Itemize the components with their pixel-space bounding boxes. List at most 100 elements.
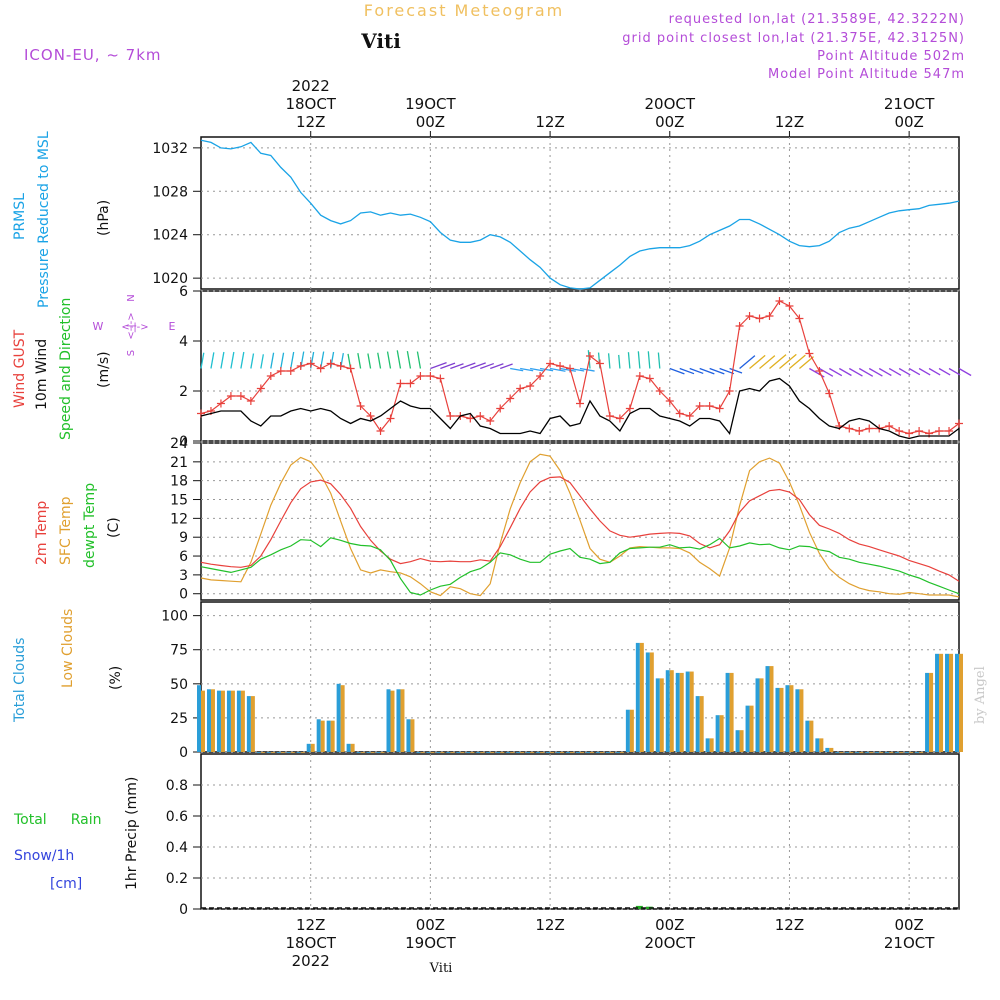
gust-marker: [286, 367, 295, 375]
temp-tick-label: 9: [179, 530, 188, 546]
total-cloud-bar: [645, 652, 650, 752]
low-cloud-bar: [679, 672, 684, 752]
wind-arrow: [848, 367, 863, 377]
gust-marker: [765, 312, 774, 320]
wind-arrow: [749, 354, 766, 369]
gust-marker: [466, 414, 475, 423]
gust-marker: [216, 399, 225, 408]
wind-tick-label: 6: [179, 284, 188, 300]
total-cloud-bar: [815, 738, 820, 752]
clouds-panel-frame: [200, 601, 960, 753]
low-cloud-bar: [859, 752, 864, 753]
low-cloud-bar: [570, 752, 575, 753]
rain-label: Rain: [71, 812, 102, 828]
wind-arrow: [406, 351, 412, 369]
gust-marker: [436, 374, 445, 383]
total-cloud-bar: [306, 743, 311, 752]
gust-marker: [376, 427, 385, 435]
wind-arrow: [539, 367, 554, 372]
total-cloud-bar: [436, 752, 441, 753]
wind-arrow: [739, 355, 756, 369]
gust-marker: [935, 427, 944, 435]
gust-marker: [506, 394, 515, 403]
total-cloud-bar: [855, 752, 860, 753]
top-time-label: 20OCT: [644, 95, 695, 113]
wind-arrow: [799, 356, 814, 369]
total-cloud-bar: [326, 720, 331, 752]
grid-point-coords: grid point closest lon,lat (21.375E, 42.…: [622, 31, 965, 46]
wind-arrow: [430, 362, 447, 370]
total-cloud-bar: [506, 752, 511, 753]
total-cloud-bar: [476, 752, 481, 753]
gust-marker: [745, 312, 754, 320]
low-cloud-bar: [460, 752, 465, 753]
low-cloud-bar: [360, 752, 365, 753]
total-cloud-bar: [825, 747, 830, 752]
precip-axis-label: 1hr Precip (mm): [124, 777, 140, 890]
total-cloud-bar: [556, 752, 561, 753]
low-cloud-bar: [230, 690, 235, 752]
total-cloud-bar: [685, 671, 690, 752]
temp-dewpt-series-line: [200, 537, 960, 596]
gust-marker: [735, 322, 744, 330]
wind-arrow: [938, 367, 951, 376]
low-cloud-bar: [659, 678, 664, 752]
top-time-label: 18OCT: [285, 95, 336, 113]
low-cloud-bar: [560, 752, 565, 753]
low-cloud-bar: [580, 752, 584, 753]
top-time-label: 00Z: [416, 113, 445, 131]
total-cloud-bar: [346, 743, 351, 752]
wind-arrow: [637, 351, 641, 369]
wind-arrow: [230, 351, 235, 369]
low-cloud-bar: [370, 752, 375, 753]
wind-arrow: [858, 367, 874, 377]
temp-tick-label: 18: [170, 474, 188, 490]
compass-e: E: [169, 320, 176, 333]
gust-marker: [655, 387, 664, 395]
rain-bar: [635, 905, 643, 909]
gust-marker: [256, 384, 265, 393]
total-cloud-bar: [286, 752, 291, 753]
low-cloud-bar: [270, 752, 275, 753]
total-cloud-bar: [705, 738, 710, 752]
top-time-label: 12Z: [296, 113, 325, 131]
total-cloud-bar: [206, 689, 211, 752]
total-cloud-bar: [795, 689, 800, 752]
wind-arrow: [200, 352, 205, 369]
total-cloud-bar: [216, 690, 221, 752]
pressure-ticks: 1020 1024 1028 1032: [152, 141, 201, 287]
total-rain-label: Total Rain: [13, 812, 101, 828]
wind-arrow: [729, 367, 743, 374]
gust-marker: [955, 419, 963, 428]
low-cloud-bar: [689, 671, 694, 752]
wind-arrow: [918, 367, 931, 376]
snow-label: Snow/1h: [14, 848, 74, 864]
low-cloud-bar: [320, 720, 325, 752]
total-cloud-bar: [845, 752, 850, 753]
gust-marker: [755, 314, 764, 323]
total-clouds-label: Total Clouds: [12, 638, 28, 723]
wind-arrow: [709, 367, 725, 375]
temp-tick-label: 0: [179, 587, 188, 603]
gust-marker: [645, 374, 654, 383]
low-cloud-bar: [759, 678, 764, 752]
prmsl-label: PRMSL: [12, 193, 28, 240]
wind-arrow: [220, 351, 225, 369]
low-clouds-label: Low Clouds: [60, 609, 76, 688]
bottom-time-label: 21OCT: [884, 934, 935, 952]
wind-arrow: [618, 354, 621, 369]
pressure-tick-label: 1024: [152, 228, 188, 244]
low-cloud-bar: [440, 752, 445, 753]
low-cloud-bar: [669, 670, 674, 752]
gust-marker: [945, 427, 954, 435]
total-cloud-bar: [785, 685, 790, 752]
wind-arrow: [838, 367, 852, 377]
low-cloud-bar: [919, 752, 924, 753]
bottom-time-label: 12Z: [296, 916, 325, 934]
total-cloud-bar: [236, 690, 241, 752]
precip-panel-frame: [200, 753, 960, 910]
gust-marker: [665, 397, 674, 405]
low-cloud-bar: [390, 690, 395, 752]
